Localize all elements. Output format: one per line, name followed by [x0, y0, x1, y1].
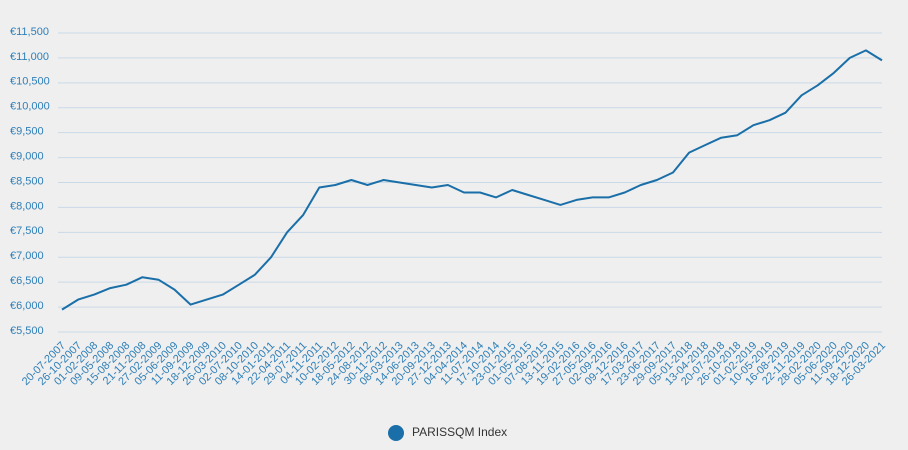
y-tick-label: €9,500	[10, 126, 44, 138]
y-tick-label: €6,500	[10, 275, 44, 287]
y-tick-label: €7,000	[10, 250, 44, 262]
y-tick-label: €8,000	[10, 200, 44, 212]
legend-label: PARISSQM Index	[412, 425, 507, 439]
legend-marker	[388, 425, 404, 441]
y-tick-label: €10,000	[10, 101, 50, 113]
y-tick-label: €10,500	[10, 76, 50, 88]
data-line	[61, 49, 883, 311]
y-tick-label: €9,000	[10, 150, 44, 162]
y-tick-label: €11,500	[10, 26, 49, 38]
y-tick-label: €8,500	[10, 175, 44, 187]
legend-item[interactable]: PARISSQM Index	[388, 425, 507, 441]
y-tick-label: €6,000	[10, 300, 44, 312]
y-tick-label: €11,000	[10, 51, 49, 63]
y-tick-label: €7,500	[10, 225, 44, 237]
y-tick-label: €5,500	[10, 325, 44, 337]
